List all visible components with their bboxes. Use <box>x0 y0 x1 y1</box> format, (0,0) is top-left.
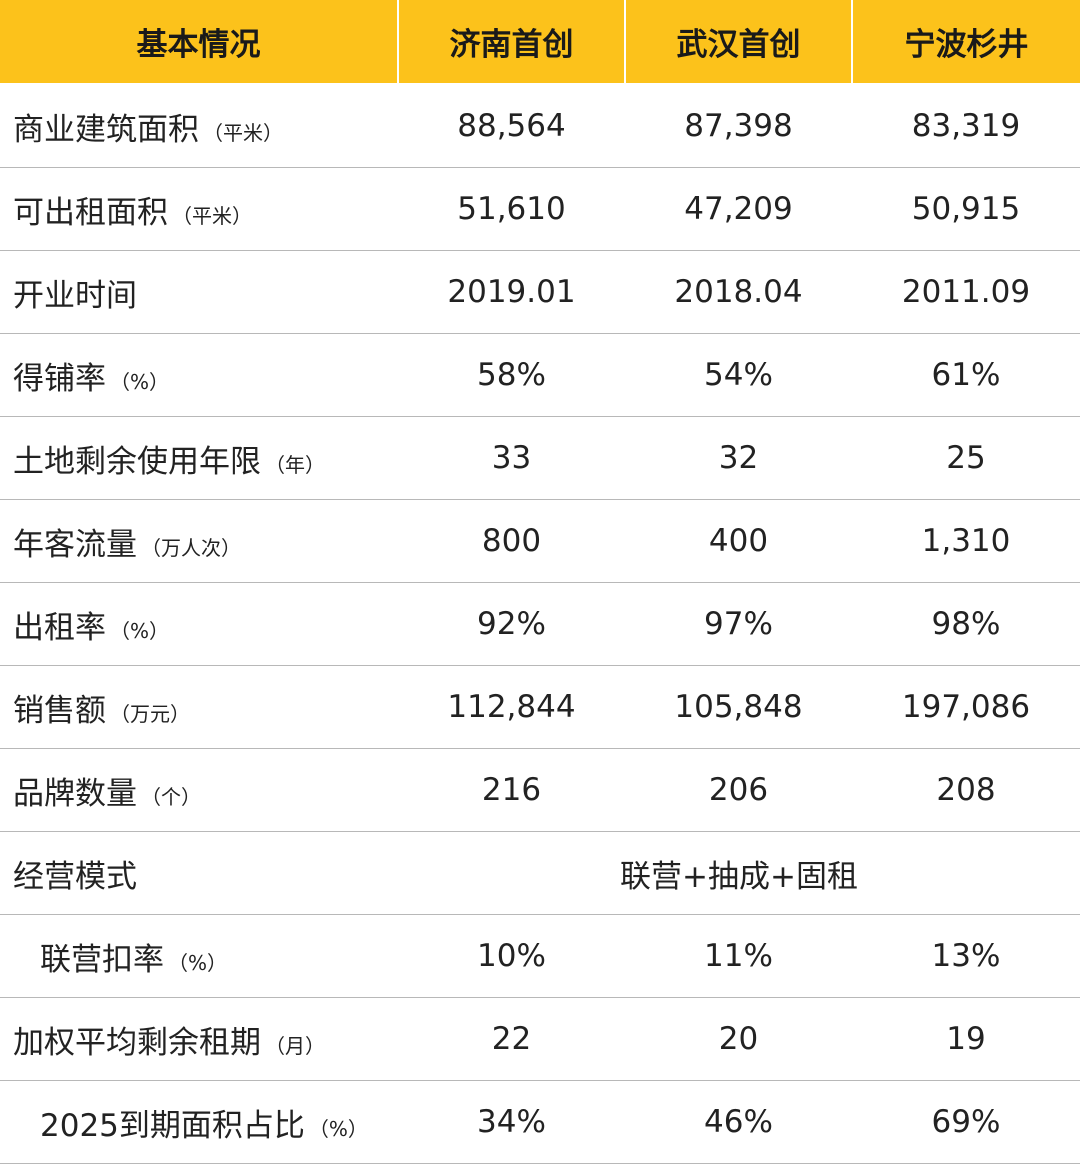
table-row: 联营扣率 （%） 10% 11% 13% <box>0 914 1080 998</box>
row-label: 经营模式 <box>13 858 137 895</box>
header-cell-basic-info: 基本情况 <box>0 0 399 85</box>
value-cell: 216 <box>398 748 625 832</box>
value-cell: 2011.09 <box>852 250 1080 334</box>
row-unit: （平米） <box>203 120 283 145</box>
row-label: 商业建筑面积 <box>13 111 199 148</box>
table-row: 销售额 （万元） 112,844 105,848 197,086 <box>0 665 1080 749</box>
row-label-cell: 商业建筑面积 （平米） <box>0 84 398 168</box>
merged-value-cell: 联营+抽成+固租 <box>398 831 1080 915</box>
row-label: 可出租面积 <box>13 194 168 231</box>
value-cell: 197,086 <box>852 665 1080 749</box>
table-row: 加权平均剩余租期 （月） 22 20 19 <box>0 997 1080 1081</box>
row-label: 加权平均剩余租期 <box>13 1024 261 1061</box>
row-unit: （万人次） <box>141 535 241 560</box>
row-unit: （%） <box>110 618 170 643</box>
value-cell: 208 <box>852 748 1080 832</box>
value-cell: 2018.04 <box>625 250 852 334</box>
table-row: 年客流量 （万人次） 800 400 1,310 <box>0 499 1080 583</box>
value-cell: 105,848 <box>625 665 852 749</box>
row-label-cell: 得铺率 （%） <box>0 333 398 417</box>
row-label: 销售额 <box>13 692 106 729</box>
header-cell-jinan: 济南首创 <box>398 0 626 85</box>
value-cell: 20 <box>625 997 852 1081</box>
value-cell: 22 <box>398 997 625 1081</box>
value-cell: 800 <box>398 499 625 583</box>
value-cell: 2019.01 <box>398 250 625 334</box>
row-unit: （月） <box>265 1033 325 1058</box>
row-label-cell: 品牌数量 （个） <box>0 748 398 832</box>
value-cell: 206 <box>625 748 852 832</box>
value-cell: 112,844 <box>398 665 625 749</box>
row-label: 2025到期面积占比 <box>40 1107 305 1144</box>
table-row: 开业时间 2019.01 2018.04 2011.09 <box>0 250 1080 334</box>
value-cell: 83,319 <box>852 84 1080 168</box>
value-cell: 97% <box>625 582 852 666</box>
value-cell: 47,209 <box>625 167 852 251</box>
row-label-cell: 经营模式 <box>0 831 398 915</box>
table-row: 2025到期面积占比 （%） 34% 46% 69% <box>0 1080 1080 1164</box>
header-cell-ningbo: 宁波杉井 <box>852 0 1080 85</box>
table-row: 可出租面积 （平米） 51,610 47,209 50,915 <box>0 167 1080 251</box>
row-label-cell: 2025到期面积占比 （%） <box>0 1080 398 1164</box>
value-cell: 87,398 <box>625 84 852 168</box>
row-label: 土地剩余使用年限 <box>13 443 261 480</box>
row-label-cell: 土地剩余使用年限 （年） <box>0 416 398 500</box>
value-cell: 10% <box>398 914 625 998</box>
table-row: 出租率 （%） 92% 97% 98% <box>0 582 1080 666</box>
value-cell: 13% <box>852 914 1080 998</box>
value-cell: 33 <box>398 416 625 500</box>
value-cell: 98% <box>852 582 1080 666</box>
value-cell: 69% <box>852 1080 1080 1164</box>
row-label: 开业时间 <box>13 277 137 314</box>
table-row: 土地剩余使用年限 （年） 33 32 25 <box>0 416 1080 500</box>
table-row: 商业建筑面积 （平米） 88,564 87,398 83,319 <box>0 84 1080 168</box>
row-unit: （个） <box>141 784 201 809</box>
row-unit: （万元） <box>110 701 190 726</box>
row-label-cell: 联营扣率 （%） <box>0 914 398 998</box>
row-label: 出租率 <box>13 609 106 646</box>
value-cell: 58% <box>398 333 625 417</box>
row-label: 得铺率 <box>13 360 106 397</box>
table-row: 得铺率 （%） 58% 54% 61% <box>0 333 1080 417</box>
row-unit: （年） <box>265 452 325 477</box>
table-row: 经营模式 联营+抽成+固租 <box>0 831 1080 915</box>
header-row: 基本情况 济南首创 武汉首创 宁波杉井 <box>0 0 1080 85</box>
value-cell: 46% <box>625 1080 852 1164</box>
value-cell: 54% <box>625 333 852 417</box>
value-cell: 92% <box>398 582 625 666</box>
value-cell: 51,610 <box>398 167 625 251</box>
value-cell: 11% <box>625 914 852 998</box>
row-label: 年客流量 <box>13 526 137 563</box>
value-cell: 61% <box>852 333 1080 417</box>
row-unit: （%） <box>308 1116 368 1141</box>
row-label: 联营扣率 <box>40 941 164 978</box>
value-cell: 1,310 <box>852 499 1080 583</box>
row-label-cell: 销售额 （万元） <box>0 665 398 749</box>
row-label-cell: 可出租面积 （平米） <box>0 167 398 251</box>
value-cell: 19 <box>852 997 1080 1081</box>
value-cell: 400 <box>625 499 852 583</box>
row-label-cell: 开业时间 <box>0 250 398 334</box>
row-unit: （%） <box>168 950 228 975</box>
header-cell-wuhan: 武汉首创 <box>625 0 853 85</box>
value-cell: 88,564 <box>398 84 625 168</box>
row-unit: （平米） <box>172 203 252 228</box>
row-unit: （%） <box>110 369 170 394</box>
value-cell: 50,915 <box>852 167 1080 251</box>
row-label: 品牌数量 <box>13 775 137 812</box>
table-row: 品牌数量 （个） 216 206 208 <box>0 748 1080 832</box>
value-cell: 34% <box>398 1080 625 1164</box>
value-cell: 25 <box>852 416 1080 500</box>
row-label-cell: 出租率 （%） <box>0 582 398 666</box>
row-label-cell: 年客流量 （万人次） <box>0 499 398 583</box>
row-label-cell: 加权平均剩余租期 （月） <box>0 997 398 1081</box>
value-cell: 32 <box>625 416 852 500</box>
